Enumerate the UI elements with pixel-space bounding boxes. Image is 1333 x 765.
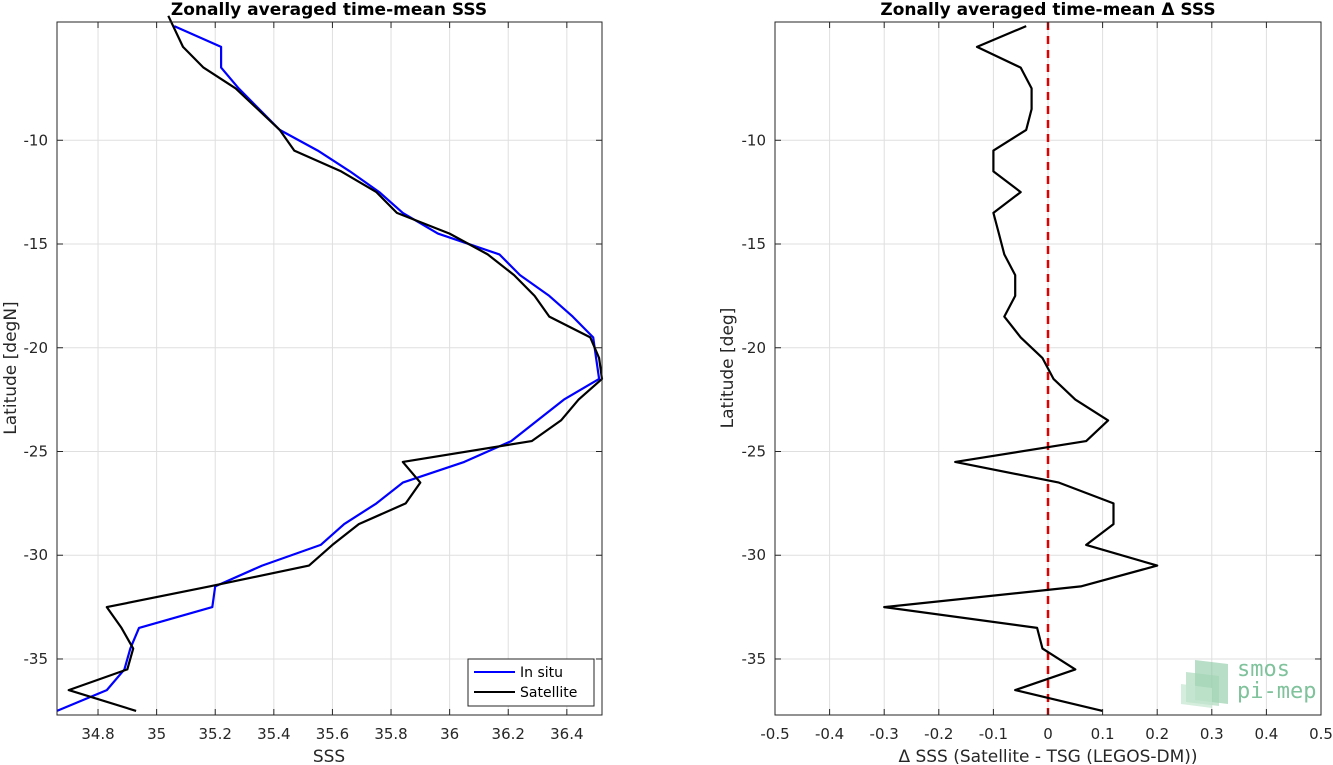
legend-label-in-situ: In situ <box>520 665 563 681</box>
right-x-tick-label: 0.2 <box>1145 725 1169 743</box>
right-tick-marks <box>774 22 1322 715</box>
right-x-tick-label: 0.4 <box>1254 725 1278 743</box>
right-y-axis-label: Latitude [deg] <box>718 308 738 429</box>
left-series-line-in-situ <box>56 25 601 712</box>
left-panel: 34.8 35 35.2 35.4 35.6 35.8 36 36.2 36.4 -10-15-… <box>1 0 604 765</box>
left-x-tick-label: 36.4 <box>550 725 583 743</box>
right-x-tick-label: -0.2 <box>924 725 953 743</box>
left-x-tick-label: 36.2 <box>492 725 525 743</box>
logo-text-pi-mep: pi-mep <box>1237 679 1316 704</box>
right-x-tick-label: 0.3 <box>1200 725 1224 743</box>
right-x-tick-labels: -0.5 -0.4 -0.3 -0.2 -0.1 0 0.1 0.2 0.3 0.4 0.5 <box>760 725 1333 743</box>
left-x-tick-label: 34.8 <box>81 725 114 743</box>
left-x-tick-labels: 34.8 35 35.2 35.4 35.6 35.8 36 36.2 36.4 <box>81 725 583 743</box>
left-grid <box>57 22 602 715</box>
left-y-axis-label: Latitude [degN] <box>1 301 21 434</box>
right-y-tick-label: -35 <box>742 650 767 668</box>
left-x-tick-label: 35.8 <box>374 725 407 743</box>
left-y-tick-labels: -10 -15 -20 -25 -30 -35 <box>24 131 49 668</box>
right-y-tick-label: -15 <box>742 235 767 253</box>
logo-text-smos: smos <box>1237 657 1290 682</box>
right-x-axis-label: Δ SSS (Satellite - TSG (LEGOS-DM)) <box>898 747 1197 765</box>
left-x-tick-label: 36 <box>440 725 459 743</box>
right-y-tick-label: -10 <box>742 131 767 149</box>
right-chart-title: Zonally averaged time-mean Δ SSS <box>880 0 1215 20</box>
left-axes-box <box>56 21 603 716</box>
left-x-axis-label: SSS <box>313 747 345 765</box>
right-y-tick-label: -20 <box>742 339 767 357</box>
right-y-tick-label: -30 <box>742 546 767 564</box>
smos-pi-mep-logo: smos pi-mep <box>1181 657 1316 708</box>
left-tick-marks <box>57 22 602 715</box>
left-y-tick-label: -30 <box>24 546 49 564</box>
left-x-tick-label: 35.6 <box>316 725 349 743</box>
right-x-tick-label: 0.1 <box>1091 725 1115 743</box>
legend-box <box>467 658 595 707</box>
right-series-line-series-0 <box>883 25 1159 712</box>
right-x-tick-label: -0.5 <box>760 725 789 743</box>
left-x-tick-label: 35.2 <box>199 725 232 743</box>
left-x-tick-label: 35.4 <box>257 725 290 743</box>
right-x-tick-label: -0.1 <box>979 725 1008 743</box>
legend-label-satellite: Satellite <box>520 685 577 701</box>
legend: In situ Satellite <box>467 658 595 707</box>
right-x-tick-label: -0.4 <box>815 725 844 743</box>
left-y-tick-label: -15 <box>24 235 49 253</box>
left-y-tick-label: -20 <box>24 339 49 357</box>
left-plot-area <box>57 22 602 715</box>
left-y-tick-label: -10 <box>24 131 49 149</box>
left-y-tick-label: -25 <box>24 442 49 460</box>
right-panel: -0.5 -0.4 -0.3 -0.2 -0.1 0 0.1 0.2 0.3 0.4 0.5 -10… <box>718 0 1333 765</box>
logo-graphic-front <box>1181 684 1212 708</box>
left-y-tick-label: -35 <box>24 650 49 668</box>
right-x-tick-label: 0 <box>1043 725 1053 743</box>
right-series-group <box>883 25 1159 712</box>
right-x-tick-label: -0.3 <box>870 725 899 743</box>
right-y-tick-labels: -10 -15 -20 -25 -30 -35 <box>742 131 767 668</box>
left-x-tick-label: 35 <box>147 725 166 743</box>
right-x-tick-label: 0.5 <box>1309 725 1333 743</box>
left-chart-title: Zonally averaged time-mean SSS <box>171 0 487 20</box>
right-y-tick-label: -25 <box>742 442 767 460</box>
